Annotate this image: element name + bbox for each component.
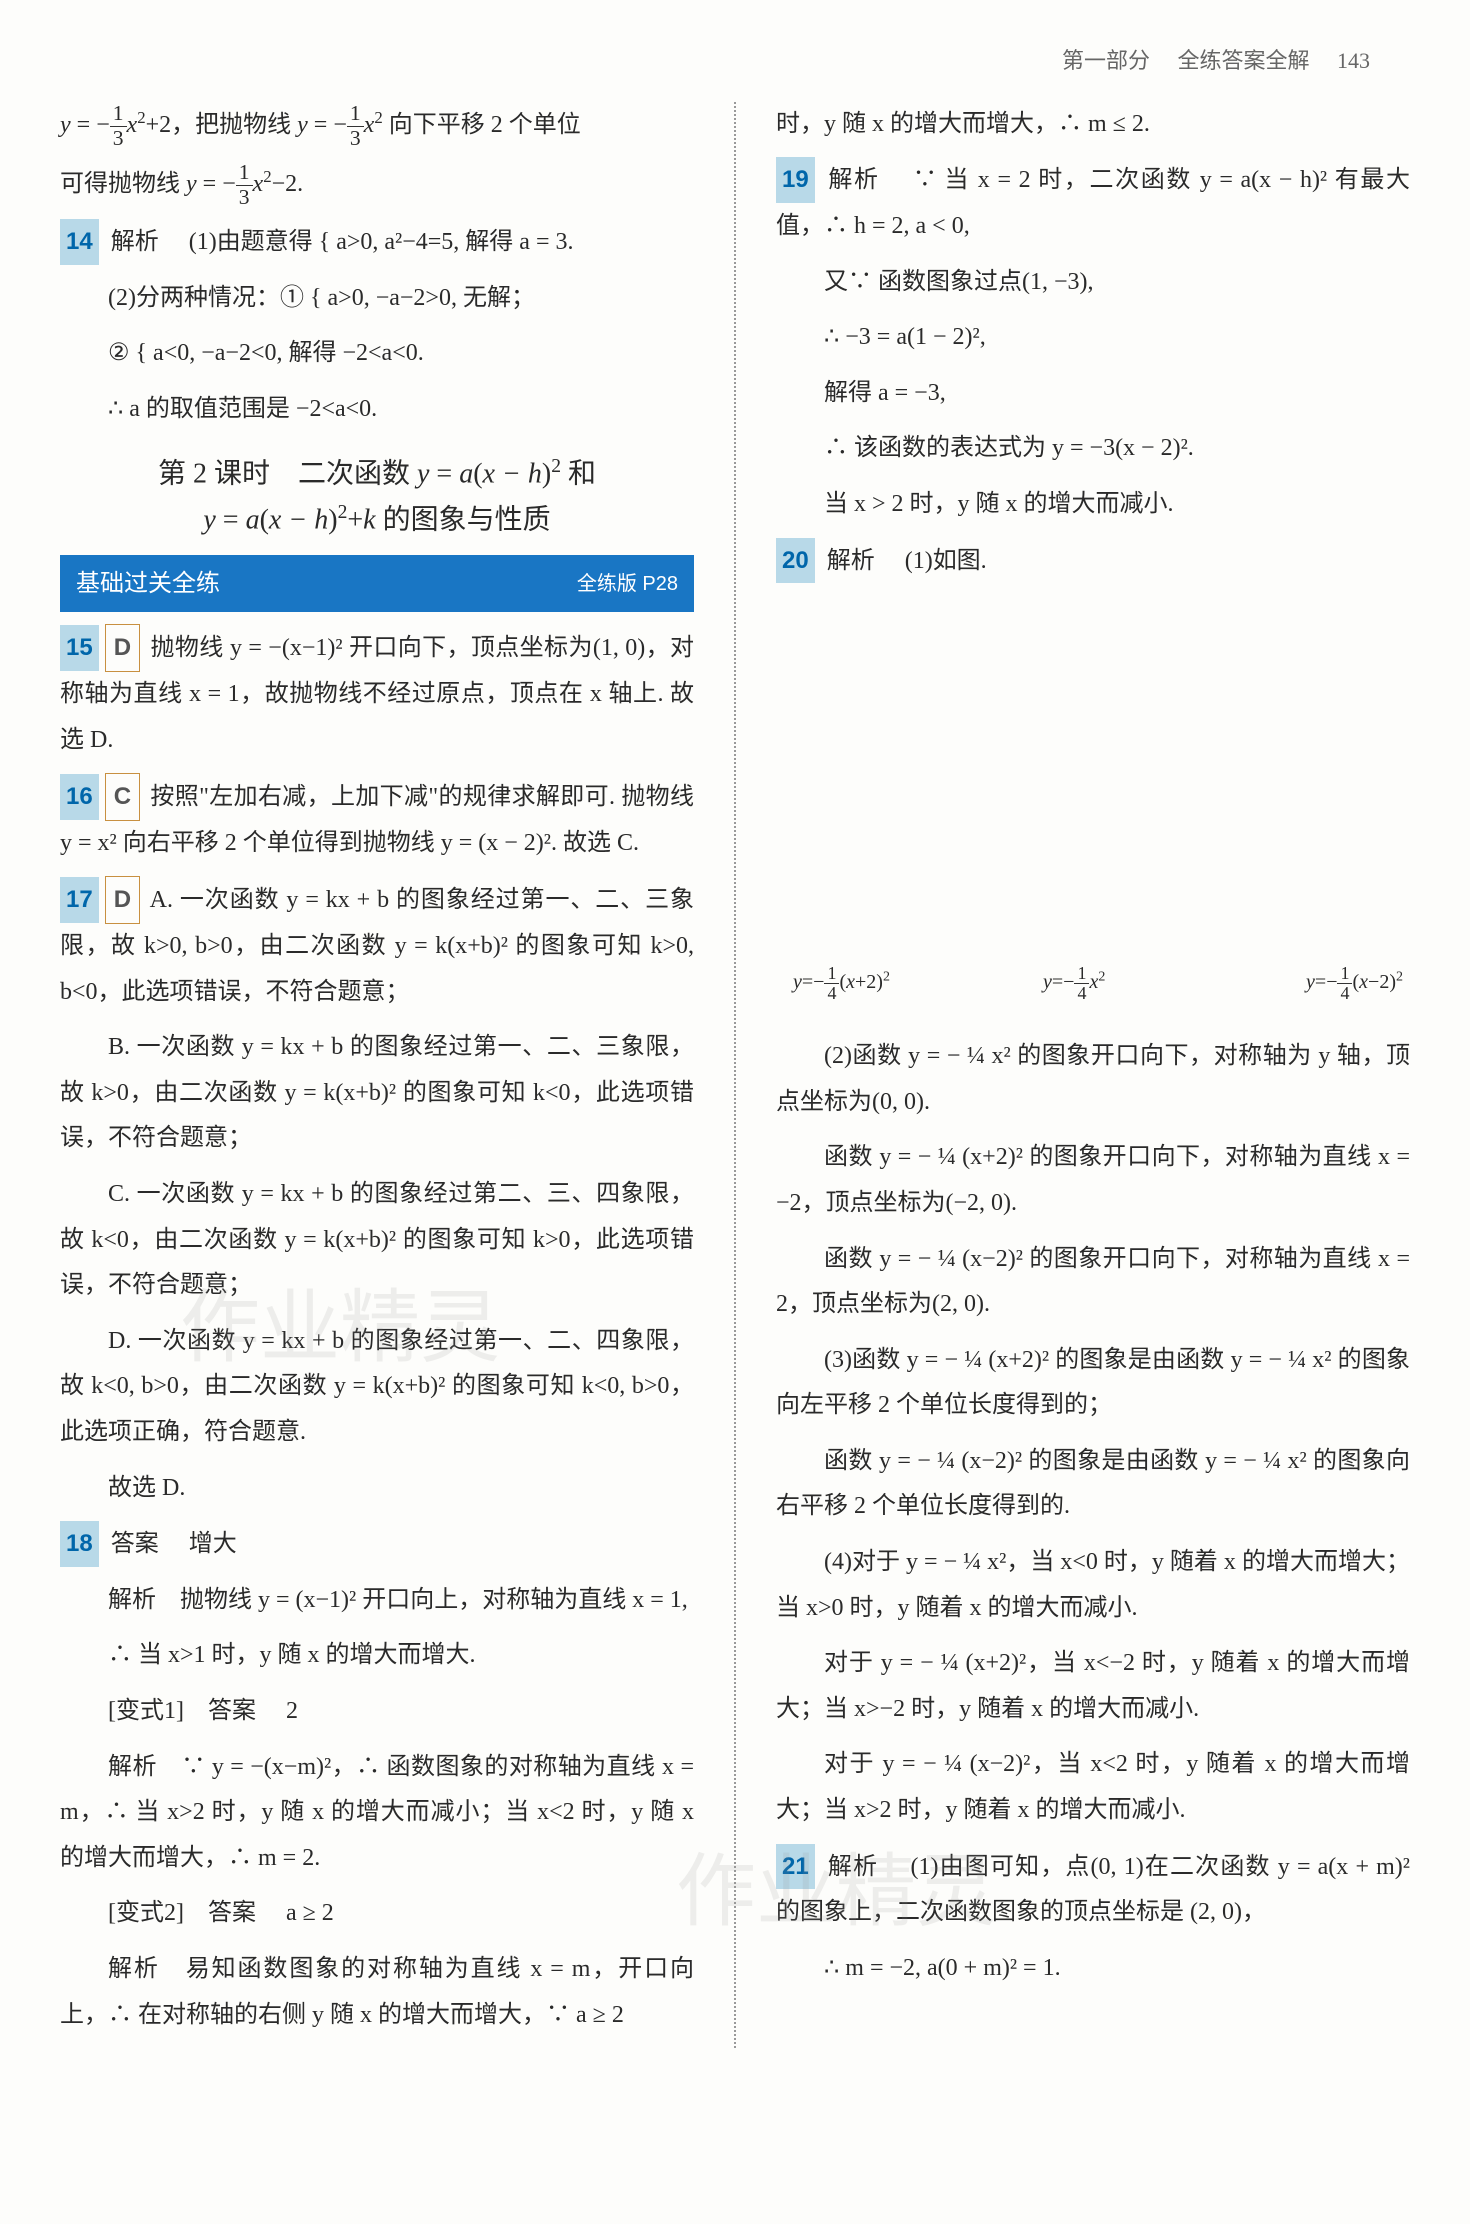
q18-b1-t: 解析 ∵ y = −(x−m)²，∴ 函数图象的对称轴为直线 x = m，∴ 当… xyxy=(60,1745,694,1882)
page-header: 第一部分 全练答案全解 143 xyxy=(60,40,1410,82)
content-columns: y = −13x2+2，把抛物线 y = −13x2 向下平移 2 个单位 可得… xyxy=(60,102,1410,2048)
q21: 21 解析 (1)由图可知，点(0, 1)在二次函数 y = a(x + m)²… xyxy=(776,1844,1410,1936)
q20-t5: (3)函数 y = − ¼ (x+2)² 的图象是由函数 y = − ¼ x² … xyxy=(776,1338,1410,1429)
q16-number: 16 xyxy=(60,774,99,820)
right-p0: 时，y 随 x 的增大而增大，∴ m ≤ 2. xyxy=(776,102,1410,148)
q21-t2: ∴ m = −2, a(0 + m)² = 1. xyxy=(776,1946,1410,1992)
q19-t5: ∴ 该函数的表达式为 y = −3(x − 2)². xyxy=(776,426,1410,472)
banner-left: 基础过关全练 xyxy=(76,561,220,607)
q19-t6: 当 x > 2 时，y 随 x 的增大而减小. xyxy=(776,482,1410,528)
q20-t4: 函数 y = − ¼ (x−2)² 的图象开口向下，对称轴为直线 x = 2，顶… xyxy=(776,1237,1410,1328)
lesson-title-1: 第 2 课时 二次函数 y = a(x − h)2 和 xyxy=(60,451,694,497)
q18-b1-ans: 2 xyxy=(286,1698,298,1724)
q19: 19 解析 ∵ 当 x = 2 时，二次函数 y = a(x − h)² 有最大… xyxy=(776,157,1410,249)
q18-b2-t: 解析 易知函数图象的对称轴为直线 x = m，开口向上，∴ 在对称轴的右侧 y … xyxy=(60,1947,694,2038)
q18-number: 18 xyxy=(60,1521,99,1567)
q14-label: 解析 xyxy=(111,229,159,255)
q16: 16C 按照"左加右减，上加下减"的规律求解即可. 抛物线 y = x² 向右平… xyxy=(60,773,694,866)
q20-t7: (4)对于 y = − ¼ x²，当 x<0 时，y 随着 x 的增大而增大；当… xyxy=(776,1540,1410,1631)
q18-t2: ∴ 当 x>1 时，y 随 x 的增大而增大. xyxy=(60,1633,694,1679)
q19-number: 19 xyxy=(776,157,815,203)
q16-answer: C xyxy=(105,773,140,821)
q18-b2-label: [变式2] 答案 xyxy=(108,1900,256,1926)
q20-number: 20 xyxy=(776,538,815,584)
left-p1: y = −13x2+2，把抛物线 y = −13x2 向下平移 2 个单位 xyxy=(60,102,694,151)
left-column: y = −13x2+2，把抛物线 y = −13x2 向下平移 2 个单位 可得… xyxy=(60,102,694,2048)
q17-answer: D xyxy=(105,876,140,924)
chart-label-right: y=−14(x−2)2 xyxy=(1306,963,1403,1004)
q18: 18 答案 增大 xyxy=(60,1521,694,1568)
q17-b: B. 一次函数 y = kx + b 的图象经过第一、二、三象限，故 k>0，由… xyxy=(60,1025,694,1162)
q20-t2: (2)函数 y = − ¼ x² 的图象开口向下，对称轴为 y 轴，顶点坐标为(… xyxy=(776,1034,1410,1125)
q18-jx: 解析 抛物线 y = (x−1)² 开口向上，对称轴为直线 x = 1, xyxy=(60,1578,694,1624)
q17-a: A. 一次函数 y = kx + b 的图象经过第一、二、三象限，故 k>0, … xyxy=(60,887,694,1004)
q15: 15D 抛物线 y = −(x−1)² 开口向下，顶点坐标为(1, 0)，对称轴… xyxy=(60,624,694,763)
q19-label: 解析 xyxy=(828,167,879,193)
q17-e: 故选 D. xyxy=(60,1466,694,1512)
q14-t1: (1)由题意得 { a>0, a²−4=5, 解得 a = 3. xyxy=(189,229,574,255)
q20-label: 解析 xyxy=(827,548,875,574)
section-banner: 基础过关全练 全练版 P28 xyxy=(60,555,694,613)
lesson-title: 第 2 课时 二次函数 y = a(x − h)2 和 y = a(x − h)… xyxy=(60,451,694,543)
q21-label: 解析 xyxy=(828,1854,878,1880)
chart-label-left: y=−14(x+2)2 xyxy=(793,963,890,1004)
q15-answer: D xyxy=(105,624,140,672)
q20-t3: 函数 y = − ¼ (x+2)² 的图象开口向下，对称轴为直线 x = −2，… xyxy=(776,1135,1410,1226)
header-page: 143 xyxy=(1337,48,1370,73)
q14-number: 14 xyxy=(60,219,99,265)
q17: 17D A. 一次函数 y = kx + b 的图象经过第一、二、三象限，故 k… xyxy=(60,876,694,1015)
parabola-svg xyxy=(843,594,1343,974)
lesson-title-2: y = a(x − h)2+k 的图象与性质 xyxy=(60,497,694,543)
q14-t3: ② { a<0, −a−2<0, 解得 −2<a<0. xyxy=(60,331,694,377)
q14: 14 解析 (1)由题意得 { a>0, a²−4=5, 解得 a = 3. xyxy=(60,219,694,266)
q18-anslabel: 答案 xyxy=(111,1531,159,1557)
q21-number: 21 xyxy=(776,1844,815,1890)
parabola-chart: y=−14(x+2)2 y=−14x2 y=−14(x−2)2 xyxy=(843,594,1343,974)
right-column: 时，y 随 x 的增大而增大，∴ m ≤ 2. 19 解析 ∵ 当 x = 2 … xyxy=(776,102,1410,2048)
q18-ans: 增大 xyxy=(189,1531,237,1557)
q20: 20 解析 (1)如图. xyxy=(776,538,1410,585)
q18-b2-ans: a ≥ 2 xyxy=(286,1900,334,1926)
chart-label-mid: y=−14x2 xyxy=(1043,963,1105,1004)
q19-t4: 解得 a = −3, xyxy=(776,371,1410,417)
q18-b2: [变式2] 答案 a ≥ 2 xyxy=(60,1891,694,1937)
q17-number: 17 xyxy=(60,877,99,923)
q20-t9: 对于 y = − ¼ (x−2)²，当 x<2 时，y 随着 x 的增大而增大；… xyxy=(776,1742,1410,1833)
header-section: 第一部分 xyxy=(1062,48,1150,73)
q20-t8: 对于 y = − ¼ (x+2)²，当 x<−2 时，y 随着 x 的增大而增大… xyxy=(776,1641,1410,1732)
column-divider xyxy=(734,102,736,2048)
q18-b1: [变式1] 答案 2 xyxy=(60,1689,694,1735)
q17-d: D. 一次函数 y = kx + b 的图象经过第一、二、四象限，故 k<0, … xyxy=(60,1319,694,1456)
q19-t3: ∴ −3 = a(1 − 2)², xyxy=(776,315,1410,361)
banner-right: 全练版 P28 xyxy=(577,565,678,603)
q18-b1-label: [变式1] 答案 xyxy=(108,1698,256,1724)
q14-t4: ∴ a 的取值范围是 −2<a<0. xyxy=(60,387,694,433)
q17-c: C. 一次函数 y = kx + b 的图象经过第二、三、四象限，故 k<0，由… xyxy=(60,1172,694,1309)
q15-text: 抛物线 y = −(x−1)² 开口向下，顶点坐标为(1, 0)，对称轴为直线 … xyxy=(60,635,694,752)
q14-t2: (2)分两种情况：① { a>0, −a−2>0, 无解； xyxy=(60,276,694,322)
q19-t2: 又∵ 函数图象过点(1, −3), xyxy=(776,260,1410,306)
q20-t1: (1)如图. xyxy=(905,548,987,574)
q15-number: 15 xyxy=(60,625,99,671)
header-title: 全练答案全解 xyxy=(1177,48,1309,73)
left-p2: 可得抛物线 y = −13x2−2. xyxy=(60,161,694,210)
q20-t6: 函数 y = − ¼ (x−2)² 的图象是由函数 y = − ¼ x² 的图象… xyxy=(776,1439,1410,1530)
q16-text: 按照"左加右减，上加下减"的规律求解即可. 抛物线 y = x² 向右平移 2 … xyxy=(60,784,694,856)
